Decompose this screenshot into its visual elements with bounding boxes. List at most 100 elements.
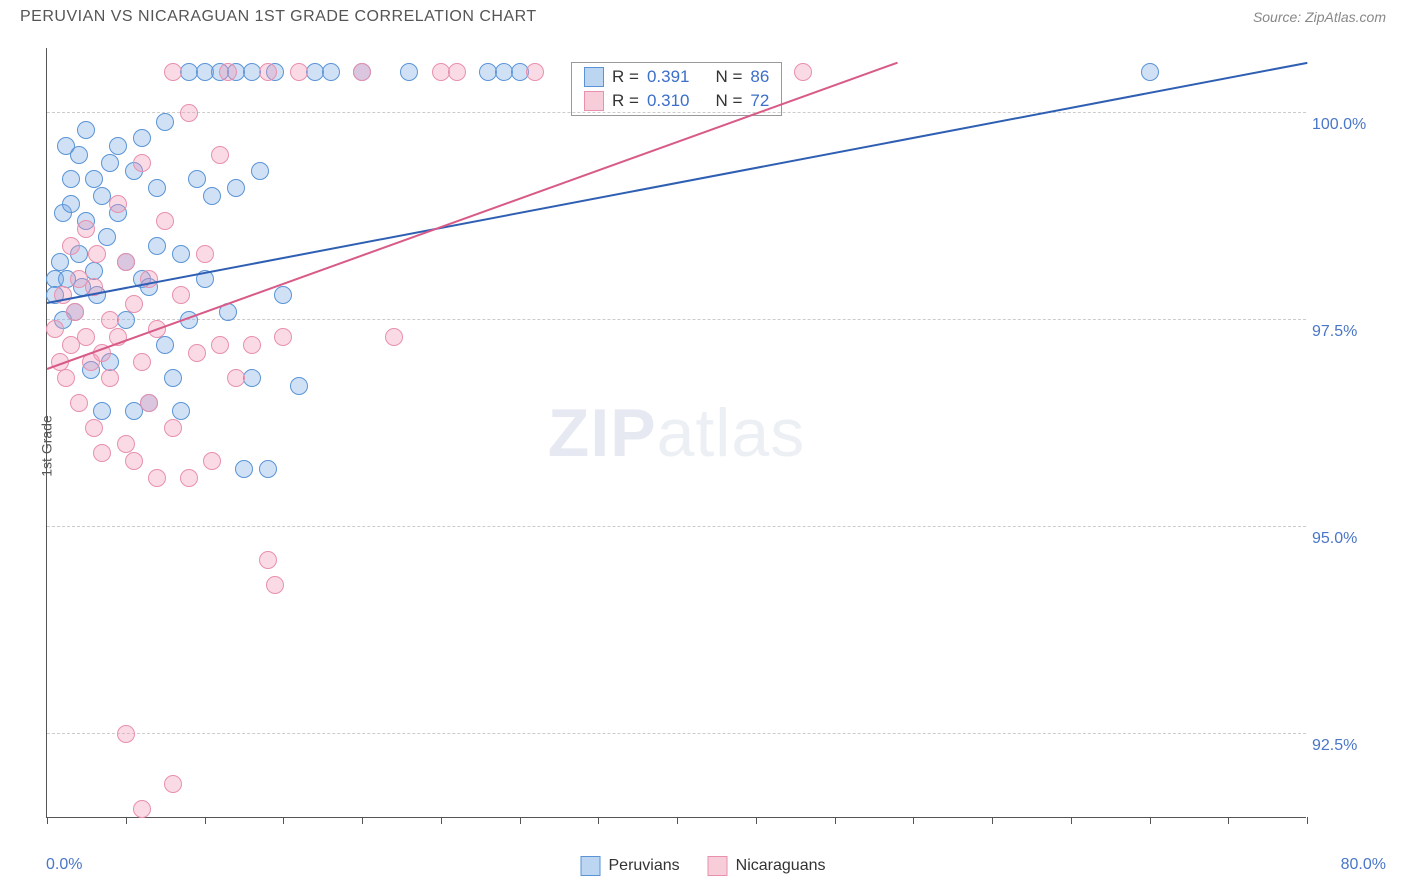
watermark: ZIPatlas [548,394,805,472]
x-tick [756,817,757,824]
data-point [235,460,253,478]
data-point [353,63,371,81]
data-point [62,237,80,255]
data-point [290,63,308,81]
data-point [196,245,214,263]
data-point [93,444,111,462]
data-point [109,137,127,155]
grid-line [47,526,1306,527]
data-point [385,328,403,346]
y-tick-label: 92.5% [1312,737,1392,755]
data-point [109,195,127,213]
data-point [85,419,103,437]
data-point [526,63,544,81]
data-point [266,576,284,594]
data-point [188,170,206,188]
data-point [85,262,103,280]
x-tick [362,817,363,824]
x-tick [441,817,442,824]
data-point [46,320,64,338]
data-point [62,170,80,188]
x-tick [677,817,678,824]
data-point [180,104,198,122]
data-point [57,369,75,387]
x-tick [1071,817,1072,824]
x-tick [992,817,993,824]
data-point [243,369,261,387]
grid-line [47,733,1306,734]
data-point [156,113,174,131]
chart-source: Source: ZipAtlas.com [1253,9,1386,25]
data-point [219,63,237,81]
x-tick [126,817,127,824]
y-tick-label: 97.5% [1312,323,1392,341]
x-tick [205,817,206,824]
data-point [259,551,277,569]
data-point [70,394,88,412]
data-point [85,170,103,188]
data-point [164,419,182,437]
legend-row: R =0.391N =86 [572,65,781,89]
data-point [117,725,135,743]
y-tick-label: 100.0% [1312,116,1392,134]
data-point [101,369,119,387]
chart-title: PERUVIAN VS NICARAGUAN 1ST GRADE CORRELA… [20,8,537,26]
data-point [125,452,143,470]
legend-label: Peruvians [609,857,680,875]
data-point [148,237,166,255]
data-point [125,295,143,313]
x-tick [520,817,521,824]
y-tick-label: 95.0% [1312,530,1392,548]
legend-item: Nicaraguans [708,856,826,876]
data-point [274,328,292,346]
x-tick [1307,817,1308,824]
scatter-chart: ZIPatlas R =0.391N =86R =0.310N =72 92.5… [46,48,1306,818]
legend-r-label: R = [612,67,639,87]
data-point [243,336,261,354]
data-point [70,146,88,164]
data-point [117,253,135,271]
data-point [66,303,84,321]
data-point [93,402,111,420]
x-tick [835,817,836,824]
data-point [98,228,116,246]
data-point [117,435,135,453]
watermark-light: atlas [657,395,806,471]
data-point [794,63,812,81]
data-point [259,63,277,81]
data-point [62,195,80,213]
data-point [133,129,151,147]
data-point [88,245,106,263]
data-point [77,328,95,346]
data-point [133,154,151,172]
data-point [133,353,151,371]
x-tick [598,817,599,824]
data-point [203,452,221,470]
x-tick [1228,817,1229,824]
data-point [211,146,229,164]
trend-line [47,62,898,370]
data-point [148,469,166,487]
data-point [164,369,182,387]
data-point [227,369,245,387]
data-point [290,377,308,395]
legend-n-label: N = [715,67,742,87]
correlation-legend: R =0.391N =86R =0.310N =72 [571,62,782,116]
data-point [117,311,135,329]
x-tick [283,817,284,824]
x-tick [47,817,48,824]
legend-item: Peruvians [581,856,680,876]
data-point [400,63,418,81]
data-point [1141,63,1159,81]
legend-r-label: R = [612,91,639,111]
chart-header: PERUVIAN VS NICARAGUAN 1ST GRADE CORRELA… [0,0,1406,30]
x-axis-min-label: 0.0% [46,856,82,874]
legend-swatch [584,67,604,87]
data-point [77,220,95,238]
data-point [448,63,466,81]
data-point [140,394,158,412]
data-point [164,63,182,81]
legend-r-value: 0.391 [647,67,690,87]
data-point [77,121,95,139]
data-point [259,460,277,478]
